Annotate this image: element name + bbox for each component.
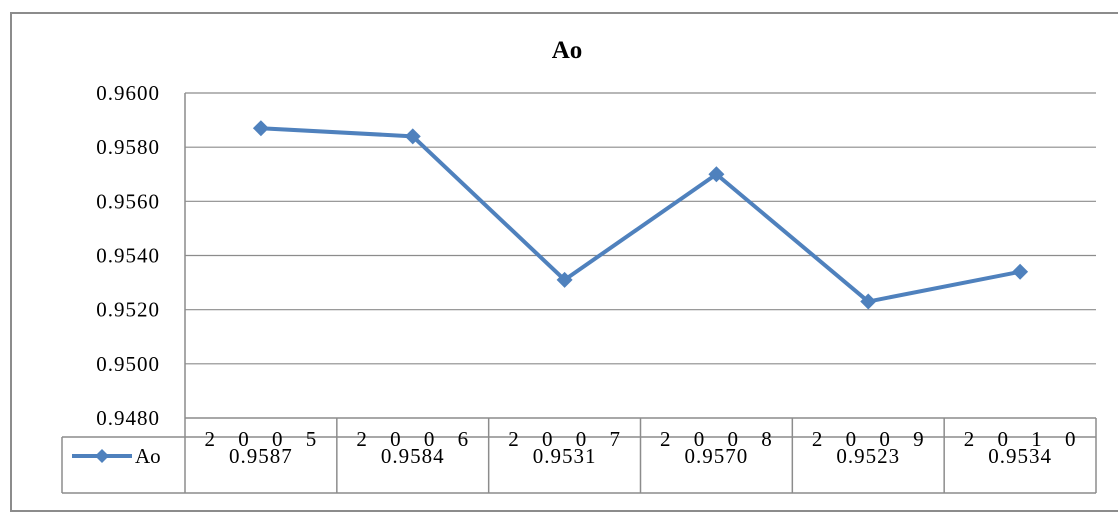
line-chart: Ao 0.96000.95800.95600.95400.95200.95000… (61, 37, 1097, 494)
y-tick-label: 0.9500 (96, 352, 160, 376)
data-point-marker (556, 271, 573, 288)
data-table-value: 0.9531 (533, 444, 597, 468)
data-table-value: 0.9523 (836, 444, 900, 468)
data-table-value: 0.9584 (381, 444, 445, 468)
series-line-ao (260, 126, 1021, 304)
data-table-value: 0.9534 (988, 444, 1052, 468)
legend-label: Ao (135, 444, 161, 468)
y-tick-label: 0.9600 (96, 81, 160, 105)
data-point-marker (708, 166, 725, 183)
y-tick-label: 0.9540 (96, 244, 160, 268)
legend-marker (95, 449, 109, 463)
y-tick-label: 0.9580 (96, 135, 160, 159)
chart-frame (10, 12, 1118, 512)
data-point-marker (1012, 263, 1029, 280)
gridlines (185, 92, 1096, 365)
x-category-label: 2 0 0 7 (508, 427, 629, 451)
y-tick-label: 0.9560 (96, 189, 160, 213)
y-tick-label: 0.9520 (96, 298, 160, 322)
data-point-marker (404, 128, 421, 145)
series-layer (252, 120, 1029, 310)
data-table-value: 0.9570 (685, 444, 749, 468)
y-tick-label: 0.9480 (96, 406, 160, 430)
chart-title: Ao (552, 37, 583, 64)
x-category-label: 2 0 0 9 (812, 427, 933, 451)
data-table-value: 0.9587 (229, 444, 293, 468)
x-category-label: 2 0 0 8 (660, 427, 781, 451)
x-category-label: 2 0 0 5 (205, 427, 326, 451)
y-axis: 0.9600 0.9580 0.9560 0.9540 0.9520 0.9500 0.94… (96, 81, 186, 430)
data-point-marker (860, 293, 877, 310)
data-table: 2 0 0 5 2 0 0 6 2 0 0 7 2 0 0 8 2 0 0 9 2 0 1… (61, 417, 1097, 494)
data-point-marker (252, 120, 269, 137)
x-category-label: 2 0 0 6 (356, 427, 477, 451)
x-category-label: 2 0 1 0 (964, 427, 1085, 451)
